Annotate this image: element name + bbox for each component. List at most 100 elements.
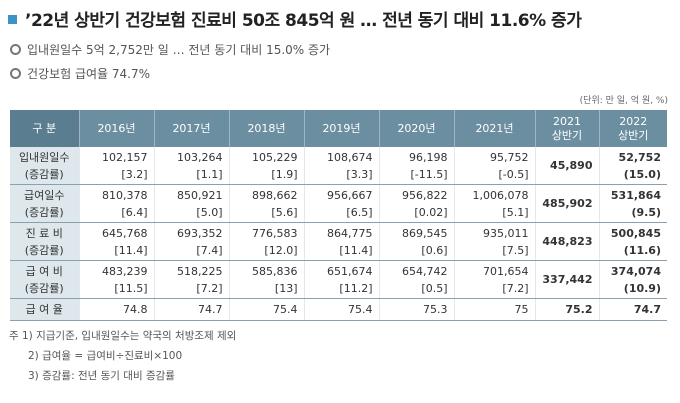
table-cell: 52,752 (15.0) [599,147,667,185]
cell-rate: [11.5] [114,281,148,295]
cell-value: 96,198 [409,150,448,164]
cell-value: 531,864 [610,188,661,202]
cell-rate: [5.0] [196,205,223,219]
table-cell: 654,742 [0.5] [379,260,455,299]
cell-value: 654,742 [402,264,448,278]
table-cell: 483,239 [11.5] [79,260,155,299]
table-cell: 96,198 [-11.5] [379,147,455,185]
header-year: 2017년 [154,110,230,147]
cell-rate: [-0.5] [498,167,529,181]
header-year: 2018년 [229,110,305,147]
cell-rate: [-11.5] [410,167,448,181]
cell-rate: [13] [274,281,298,295]
cell-rate: [11.2] [339,281,373,295]
row-header: 급 여 율 [10,298,80,321]
table-row: 급여일수 (증감률) 810,378 [6.4] 850,921 [5.0] 898,… [10,184,667,223]
cell-rate: [0.6] [421,243,448,257]
square-bullet-icon [8,14,17,24]
cell-rate: [11.4] [114,243,148,257]
cell-value: 651,674 [327,264,373,278]
cell-rate: [7.5] [502,243,529,257]
row-label: 급 여 비 [25,264,63,278]
header-2022-year: 2022 [619,114,648,128]
row-label: 급여일수 [24,188,65,202]
cell-rate: [3.3] [346,167,373,181]
cell-value: 864,775 [327,226,373,240]
page-title: ’22년 상반기 건강보험 진료비 50조 845억 원 … 전년 동기 대비 … [8,6,582,31]
cell-rate: [0.5] [421,281,448,295]
row-header: 급여일수 (증감률) [10,184,80,223]
cell-value: 898,662 [252,188,298,202]
cell-value: 935,011 [483,226,529,240]
row-label: 입내원일수 [18,150,70,164]
cell-rate: [1.1] [196,167,223,181]
row-sublabel: (증감률) [24,167,64,181]
table-cell: 74.8 [79,298,155,321]
table-cell: 651,674 [11.2] [304,260,380,299]
table-cell: 531,864 (9.5) [599,184,667,223]
row-sublabel: (증감률) [24,243,64,257]
footnote-1: 주 1) 지급기준, 입내원일수는 약국의 처방조제 제외 [9,330,237,342]
header-2021-year: 2021 [553,114,581,128]
table-cell: 898,662 [5.6] [229,184,305,223]
cell-rate: [6.4] [121,205,148,219]
cell-rate: [7.4] [196,243,223,257]
cell-value: 810,378 [102,188,148,202]
table-cell: 810,378 [6.4] [79,184,155,223]
subtitle-2-text: 건강보험 급여율 74.7% [27,67,151,81]
cell-rate: [12.0] [264,243,298,257]
cell-value: 448,823 [542,235,593,248]
cell-value: 485,902 [542,197,593,210]
table-row-ratio: 급 여 율 74.8 74.7 75.4 75.4 75.3 75 75.2 7… [10,298,667,321]
subtitle-1-text: 입내원일수 5억 2,752만 일 … 전년 동기 대비 15.0% 증가 [27,43,331,57]
table-cell: 585,836 [13] [229,260,305,299]
header-year: 2016년 [79,110,155,147]
table-cell: 776,583 [12.0] [229,222,305,261]
table-cell: 485,902 [535,184,600,223]
title-text: ’22년 상반기 건강보험 진료비 50조 845억 원 … 전년 동기 대비 … [25,11,582,31]
cell-value: 374,074 [610,264,661,278]
cell-rate: [3.2] [121,167,148,181]
cell-value: 500,845 [610,226,661,240]
table-row: 급 여 비 (증감률) 483,239 [11.5] 518,225 [7.2] 58… [10,260,667,299]
table-cell: 74.7 [599,298,667,321]
header-2022-half: 2022 상반기 [599,110,667,147]
table-cell: 95,752 [-0.5] [454,147,536,185]
cell-value: 850,921 [177,188,223,202]
row-header: 급 여 비 (증감률) [10,260,80,299]
header-2022-period: 상반기 [618,128,649,142]
header-label: 구 분 [10,110,80,147]
table-cell: 693,352 [7.4] [154,222,230,261]
table-cell: 935,011 [7.5] [454,222,536,261]
cell-value: 102,157 [102,150,148,164]
cell-rate: [7.2] [502,281,529,295]
unit-note: (단위: 만 일, 억 원, %) [579,96,668,106]
cell-rate: (10.9) [623,281,661,295]
table-cell: 103,264 [1.1] [154,147,230,185]
table-cell: 374,074 (10.9) [599,260,667,299]
table-cell: 956,667 [6.5] [304,184,380,223]
table-cell: 518,225 [7.2] [154,260,230,299]
cell-value: 693,352 [177,226,223,240]
table-cell: 102,157 [3.2] [79,147,155,185]
table-cell: 105,229 [1.9] [229,147,305,185]
cell-value: 956,667 [327,188,373,202]
footnote-3: 3) 증감률: 전년 동기 대비 증감률 [28,370,175,382]
cell-rate: [0.02] [414,205,448,219]
table-cell: 75.2 [535,298,600,321]
cell-value: 103,264 [177,150,223,164]
table-cell: 75.4 [304,298,380,321]
table-cell: 45,890 [535,147,600,185]
cell-value: 1,006,078 [472,188,529,202]
header-year: 2019년 [304,110,380,147]
table-cell: 645,768 [11.4] [79,222,155,261]
row-sublabel: (증감률) [24,205,64,219]
table-cell: 75.4 [229,298,305,321]
cell-value: 108,674 [327,150,373,164]
table-header-row: 구 분 2016년 2017년 2018년 2019년 2020년 2021년 … [10,110,667,147]
table-cell: 850,921 [5.0] [154,184,230,223]
table-cell: 108,674 [3.3] [304,147,380,185]
cell-rate: (11.6) [623,243,661,257]
cell-rate: [5.6] [271,205,298,219]
header-2021-half: 2021 상반기 [535,110,600,147]
